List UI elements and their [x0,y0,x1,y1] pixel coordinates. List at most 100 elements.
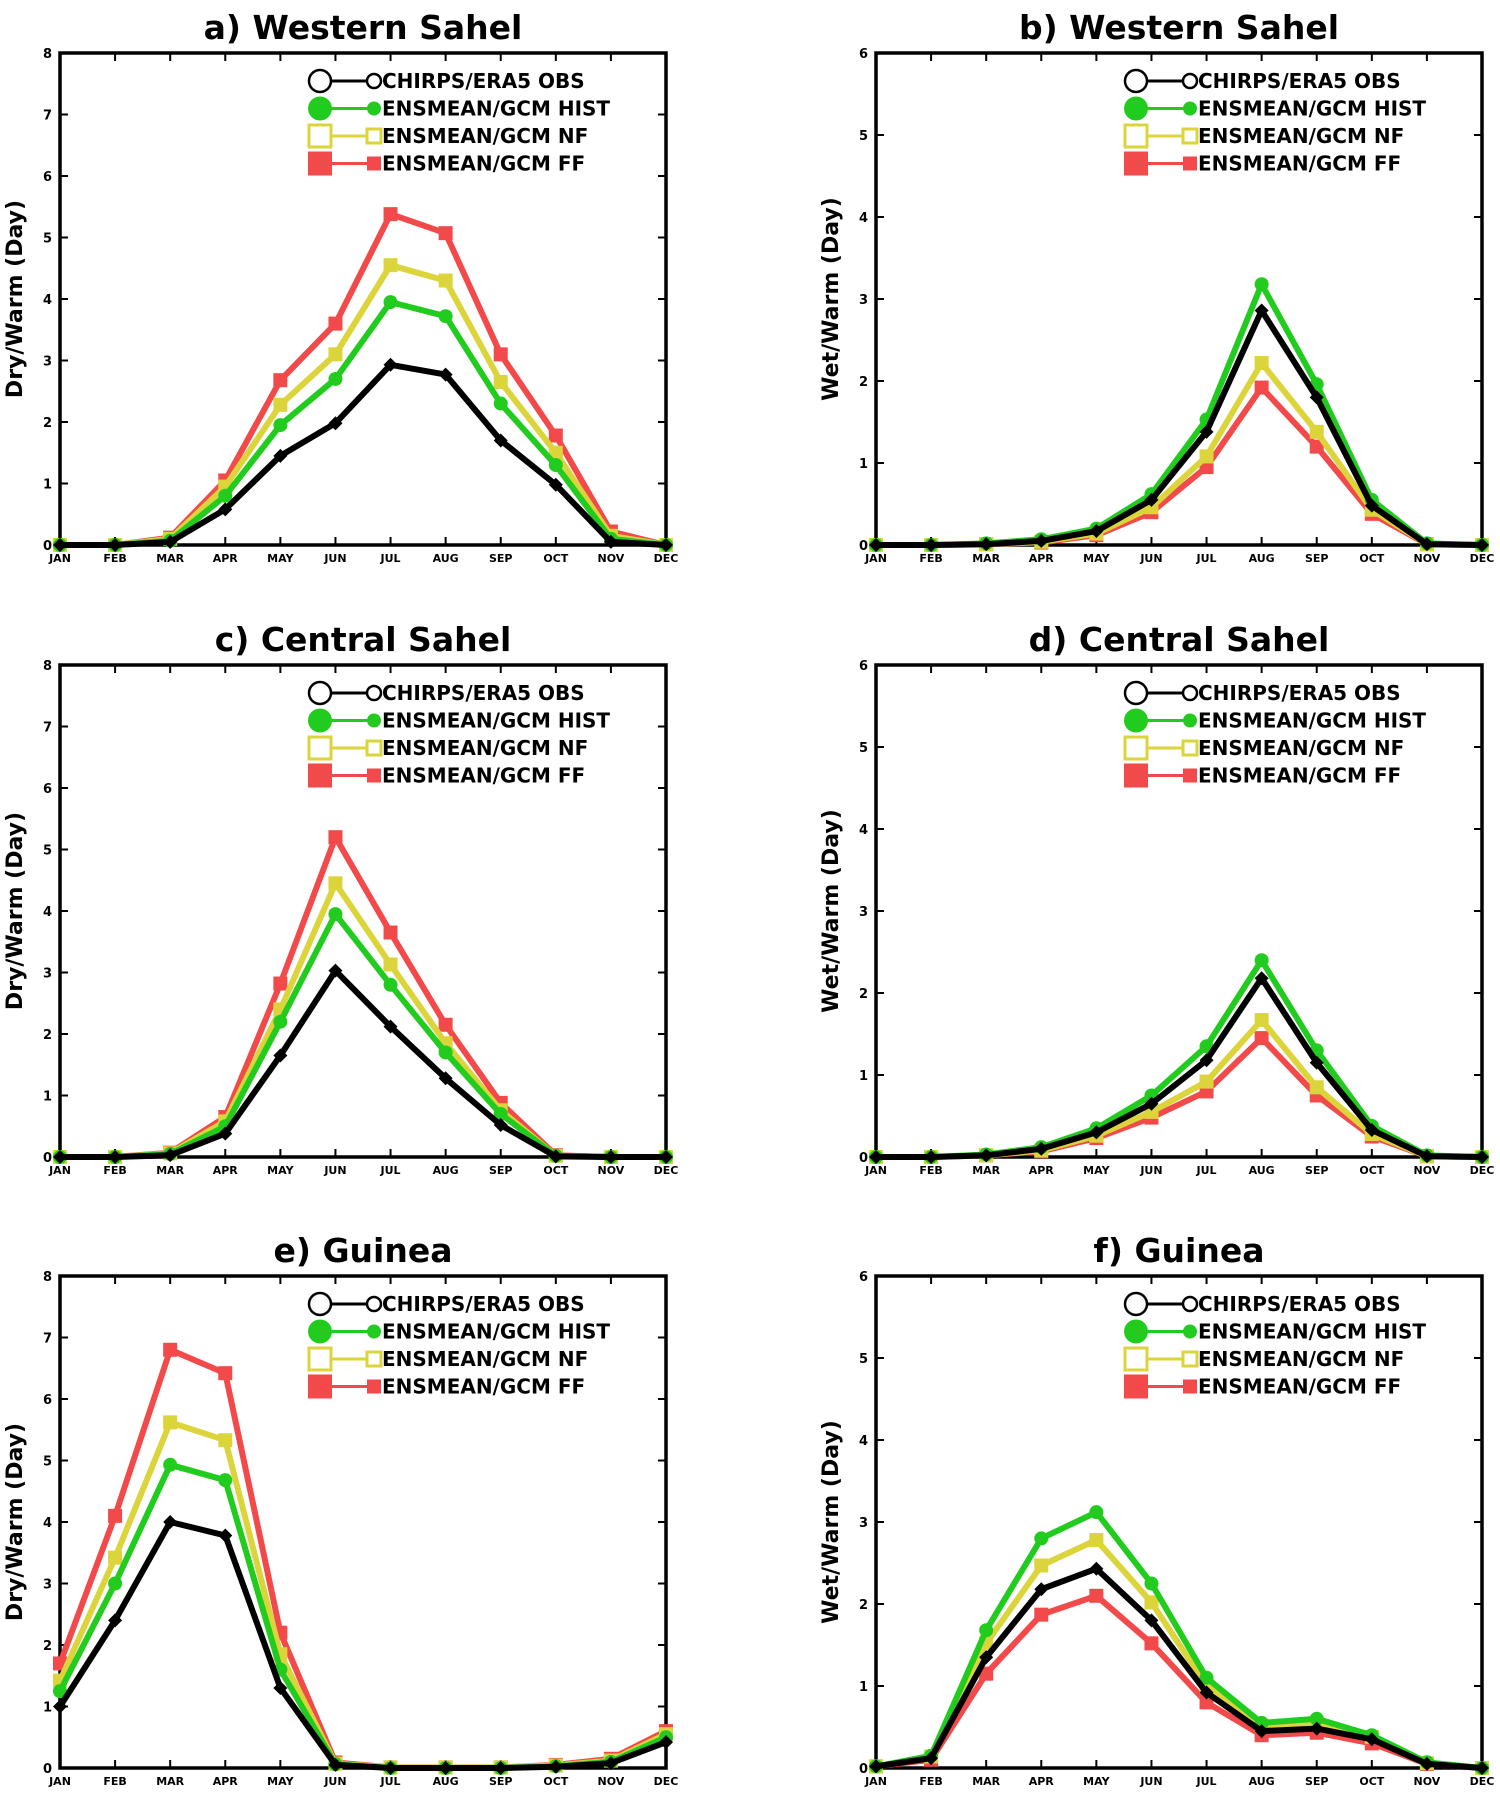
legend-marker-large [1124,1374,1148,1399]
panel-title: b) Western Sahel [1019,8,1339,47]
legend-label: ENSMEAN/GCM FF [1198,152,1401,176]
panel-title: d) Central Sahel [1029,620,1330,659]
data-point [218,1366,233,1381]
data-point [273,1014,288,1029]
data-point [548,477,563,492]
x-tick-label: MAR [156,1164,184,1177]
y-tick-label: 6 [859,47,868,62]
data-point [924,1751,939,1766]
data-point [1144,1613,1159,1628]
x-tick-label: OCT [543,1164,568,1177]
data-point [108,1150,123,1164]
data-point [493,396,508,411]
data-point [328,830,343,845]
data-point [1254,1031,1269,1046]
legend-marker-small [1181,1350,1199,1368]
data-point [1089,1505,1104,1520]
x-tick-label: DEC [1470,552,1495,565]
y-tick-label: 3 [43,967,52,982]
y-tick-label: 6 [43,1393,52,1408]
data-point [1475,1761,1489,1775]
series-chirps-era5-obs [53,357,673,552]
x-tick-label: AUG [1249,552,1275,565]
data-point [108,1550,123,1565]
legend: CHIRPS/ERA5 OBS ENSMEAN/GCM HIST ENSMEAN/G… [307,1291,610,1399]
x-tick-label: JUN [1139,1775,1162,1788]
legend-label: ENSMEAN/GCM NF [382,736,588,760]
x-tick-label: JUL [380,552,401,565]
x-tick-label: FEB [919,1775,942,1788]
y-tick-label: 1 [859,1069,868,1084]
x-tick-label: APR [213,1775,239,1788]
data-point [163,534,178,549]
legend-item: CHIRPS/ERA5 OBS [1123,1291,1401,1317]
data-point [1034,1531,1049,1546]
x-tick-label: SEP [1305,552,1329,565]
data-point [1309,1055,1324,1070]
x-tick-label: JUN [323,1164,346,1177]
legend-marker-large [307,1291,333,1317]
x-tick-label: JUL [1196,1775,1217,1788]
series-chirps-era5-obs [53,963,673,1164]
data-point [218,502,233,517]
y-tick-label: 5 [859,129,868,144]
legend-marker-large [1124,763,1148,788]
y-tick-label: 5 [43,1455,52,1470]
legend-marker-small [365,127,383,145]
y-tick-label: 2 [43,1639,52,1654]
x-tick-label: JUL [1196,552,1217,565]
data-point [438,1071,453,1086]
data-point [924,538,939,552]
y-tick-label: 1 [43,1701,52,1716]
x-tick-label: FEB [919,552,942,565]
data-point [383,1761,398,1775]
x-tick-label: AUG [1249,1164,1275,1177]
legend: CHIRPS/ERA5 OBS ENSMEAN/GCM HIST ENSMEAN/G… [1123,1291,1426,1399]
data-point [218,1528,233,1543]
data-point [438,226,453,241]
legend-marker-small [367,156,381,171]
series-chirps-era5-obs [869,1561,1489,1775]
legend-item: CHIRPS/ERA5 OBS [307,1291,585,1317]
y-tick-label: 3 [43,1578,52,1593]
legend-marker-small [365,72,383,90]
legend-marker-small [367,101,381,116]
y-tick-label: 8 [43,1270,52,1285]
legend-marker-large [1123,1291,1149,1317]
x-tick-label: SEP [489,552,513,565]
legend-label: CHIRPS/ERA5 OBS [382,681,585,705]
series-line [875,1592,1483,1771]
legend-marker-small [1181,127,1199,145]
series-line [57,1519,668,1771]
data-point [493,375,508,390]
series-ensmean-gcm-hist [869,277,1489,552]
data-point [1309,390,1324,405]
x-tick-label: JUN [1139,1164,1162,1177]
series-line [876,957,1483,1160]
data-point [1144,1595,1159,1610]
y-tick-label: 0 [859,539,868,554]
legend-marker-large [308,96,332,121]
legend-marker-large [1124,1319,1148,1344]
series-line [876,975,1483,1160]
legend-item: ENSMEAN/GCM NF [307,1346,588,1372]
data-point [218,1433,233,1448]
x-tick-label: AUG [433,1775,459,1788]
data-point [1475,1150,1489,1164]
data-point [493,1118,508,1133]
y-tick-label: 6 [43,170,52,185]
x-tick-label: OCT [543,552,568,565]
data-point [438,367,453,382]
data-point [328,876,343,891]
y-tick-label: 2 [859,375,868,390]
series-line [60,911,666,1160]
y-axis-label: Dry/Warm (Day) [3,1423,28,1621]
data-point [163,1148,178,1163]
data-point [273,1048,288,1063]
data-point [1034,533,1049,548]
x-tick-label: JUL [1196,1164,1217,1177]
data-point [1254,355,1269,370]
data-point [383,957,398,972]
data-point [1199,424,1214,439]
legend-marker-large [308,1374,332,1399]
